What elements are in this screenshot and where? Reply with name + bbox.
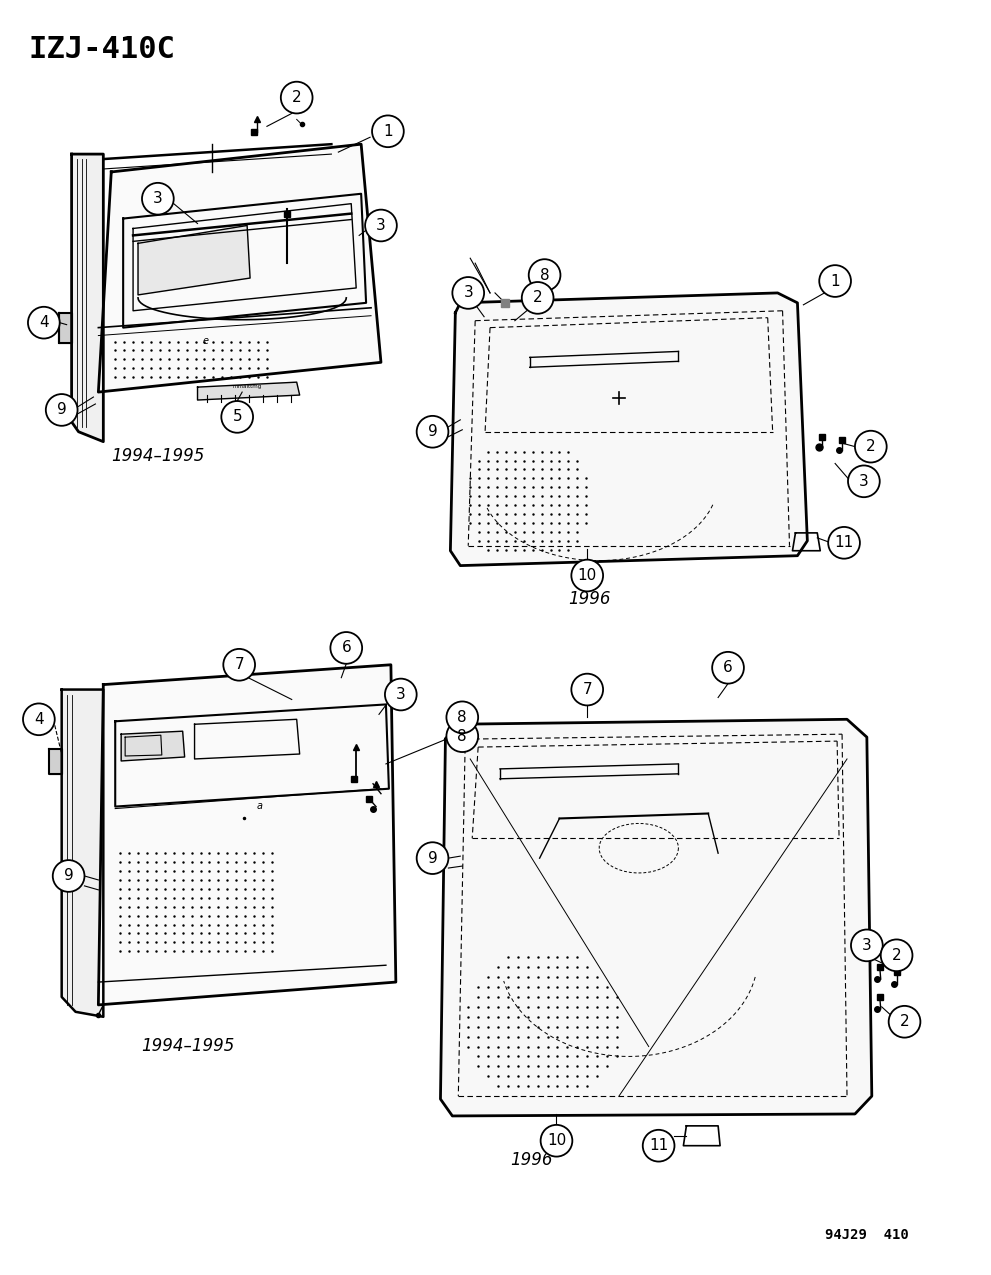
- Text: 2: 2: [866, 439, 876, 454]
- Circle shape: [280, 82, 312, 113]
- Circle shape: [643, 1130, 675, 1162]
- Text: 94J29  410: 94J29 410: [825, 1228, 909, 1242]
- Circle shape: [365, 209, 396, 241]
- Text: e: e: [202, 337, 208, 347]
- Text: IZJ-410C: IZJ-410C: [29, 36, 176, 65]
- Text: 1996: 1996: [568, 590, 610, 608]
- Circle shape: [221, 402, 253, 432]
- Polygon shape: [98, 144, 381, 393]
- Polygon shape: [121, 731, 184, 761]
- Text: 1: 1: [830, 274, 840, 288]
- Text: a: a: [257, 801, 263, 811]
- Text: 2: 2: [900, 1014, 910, 1029]
- Polygon shape: [197, 382, 299, 400]
- Circle shape: [572, 673, 604, 705]
- Text: 9: 9: [56, 403, 66, 417]
- Circle shape: [46, 394, 77, 426]
- Text: 8: 8: [540, 268, 549, 283]
- Text: 8: 8: [458, 729, 467, 743]
- Text: 1996: 1996: [510, 1150, 552, 1169]
- Text: 2: 2: [533, 291, 542, 306]
- Text: 5: 5: [232, 409, 242, 425]
- Text: 6: 6: [723, 660, 733, 676]
- Circle shape: [416, 843, 448, 873]
- Text: 4: 4: [34, 711, 44, 727]
- Circle shape: [416, 416, 448, 448]
- Text: 3: 3: [862, 938, 872, 952]
- Text: 9: 9: [428, 425, 437, 440]
- Text: 2: 2: [292, 91, 301, 105]
- Circle shape: [889, 1006, 921, 1038]
- Polygon shape: [58, 312, 71, 343]
- Circle shape: [28, 307, 59, 339]
- Text: 4: 4: [39, 315, 49, 330]
- Polygon shape: [450, 293, 808, 566]
- Polygon shape: [49, 748, 61, 774]
- Text: 7: 7: [234, 658, 244, 672]
- Text: 1994–1995: 1994–1995: [111, 446, 204, 464]
- Text: 1994–1995: 1994–1995: [141, 1037, 234, 1054]
- Circle shape: [522, 282, 554, 314]
- Text: 6: 6: [341, 640, 351, 655]
- Polygon shape: [440, 719, 872, 1116]
- Polygon shape: [138, 226, 250, 295]
- Text: 11: 11: [649, 1139, 668, 1153]
- Text: 10: 10: [547, 1133, 566, 1149]
- Circle shape: [881, 940, 913, 972]
- Circle shape: [828, 527, 860, 558]
- Text: 8: 8: [458, 710, 467, 724]
- Circle shape: [446, 720, 478, 752]
- Circle shape: [529, 259, 561, 291]
- Circle shape: [446, 701, 478, 733]
- Circle shape: [372, 116, 403, 147]
- Text: 9: 9: [63, 868, 73, 884]
- Text: 7: 7: [583, 682, 592, 697]
- Circle shape: [541, 1125, 573, 1156]
- Text: 11: 11: [834, 536, 853, 551]
- Text: 9: 9: [428, 850, 437, 866]
- Circle shape: [223, 649, 255, 681]
- Polygon shape: [71, 154, 103, 441]
- Circle shape: [330, 632, 362, 664]
- Text: 1: 1: [384, 124, 392, 139]
- Circle shape: [452, 277, 484, 309]
- Circle shape: [848, 465, 880, 497]
- Polygon shape: [61, 690, 103, 1016]
- Text: 3: 3: [464, 286, 473, 301]
- Text: 3: 3: [396, 687, 405, 703]
- Circle shape: [142, 182, 173, 214]
- Text: mmalttmg: mmalttmg: [232, 384, 262, 389]
- Circle shape: [385, 678, 416, 710]
- Circle shape: [713, 652, 744, 683]
- Circle shape: [855, 431, 887, 463]
- Circle shape: [53, 861, 84, 891]
- Text: 10: 10: [578, 569, 597, 583]
- Text: 3: 3: [377, 218, 385, 233]
- Circle shape: [820, 265, 851, 297]
- Text: 2: 2: [892, 947, 902, 963]
- Polygon shape: [98, 664, 395, 1005]
- Circle shape: [23, 704, 55, 736]
- Circle shape: [572, 560, 604, 592]
- Circle shape: [851, 929, 883, 961]
- Text: 3: 3: [859, 474, 869, 488]
- Text: 3: 3: [153, 191, 163, 207]
